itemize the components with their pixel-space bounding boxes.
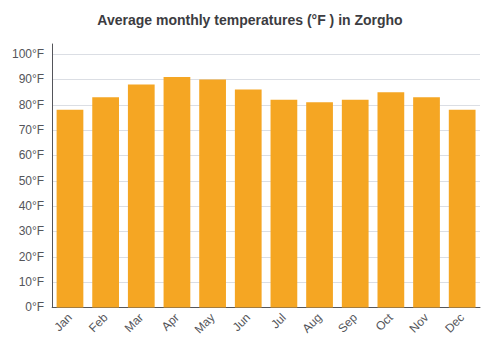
svg-text:50°F: 50°F	[19, 174, 44, 188]
svg-text:90°F: 90°F	[19, 72, 44, 86]
svg-text:Dec: Dec	[442, 311, 467, 336]
svg-text:May: May	[192, 311, 218, 337]
svg-text:100°F: 100°F	[12, 47, 44, 61]
svg-text:30°F: 30°F	[19, 224, 44, 238]
svg-text:Sep: Sep	[335, 310, 360, 335]
svg-text:60°F: 60°F	[19, 148, 44, 162]
svg-text:10°F: 10°F	[19, 275, 44, 289]
svg-text:Aug: Aug	[300, 311, 325, 336]
svg-text:Jan: Jan	[51, 311, 75, 335]
svg-text:Oct: Oct	[373, 310, 397, 334]
svg-text:Jun: Jun	[230, 311, 254, 335]
svg-text:40°F: 40°F	[19, 199, 44, 213]
svg-text:80°F: 80°F	[19, 98, 44, 112]
svg-text:Jul: Jul	[268, 311, 289, 332]
svg-text:20°F: 20°F	[19, 250, 44, 264]
svg-text:0°F: 0°F	[25, 300, 44, 314]
svg-text:Nov: Nov	[406, 311, 431, 336]
svg-text:Feb: Feb	[86, 310, 111, 335]
svg-text:Average monthly temperatures (: Average monthly temperatures (°F ) in Zo…	[97, 12, 402, 28]
svg-text:Apr: Apr	[159, 311, 182, 334]
svg-text:70°F: 70°F	[19, 123, 44, 137]
svg-text:Mar: Mar	[122, 311, 147, 335]
